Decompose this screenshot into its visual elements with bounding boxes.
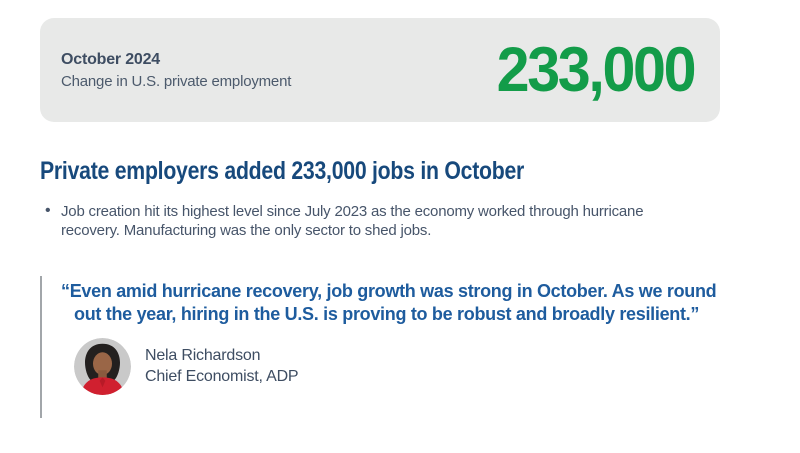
stat-banner-labels: October 2024 Change in U.S. private empl… — [61, 51, 291, 90]
summary-bullet-list: Job creation hit its highest level since… — [44, 201, 700, 240]
author-name: Nela Richardson — [145, 347, 261, 365]
author-title: Chief Economist, ADP — [145, 367, 299, 385]
summary-bullet-item: Job creation hit its highest level since… — [45, 201, 700, 240]
metric-label: Change in U.S. private employment — [61, 72, 292, 90]
jobs-added-value: 233,000 — [496, 34, 696, 105]
avatar — [74, 338, 131, 396]
author-info: Nela Richardson Chief Economist, ADP — [145, 346, 299, 388]
person-portrait-icon — [74, 338, 131, 396]
quote-text: “Even amid hurricane recovery, job growt… — [61, 281, 717, 324]
quote-attribution: Nela Richardson Chief Economist, ADP — [74, 338, 740, 396]
economist-quote-block: “Even amid hurricane recovery, job growt… — [40, 276, 740, 418]
stat-banner: October 2024 Change in U.S. private empl… — [40, 18, 720, 122]
report-period: October 2024 — [61, 50, 160, 68]
page-title: Private employers added 233,000 jobs in … — [40, 157, 525, 185]
